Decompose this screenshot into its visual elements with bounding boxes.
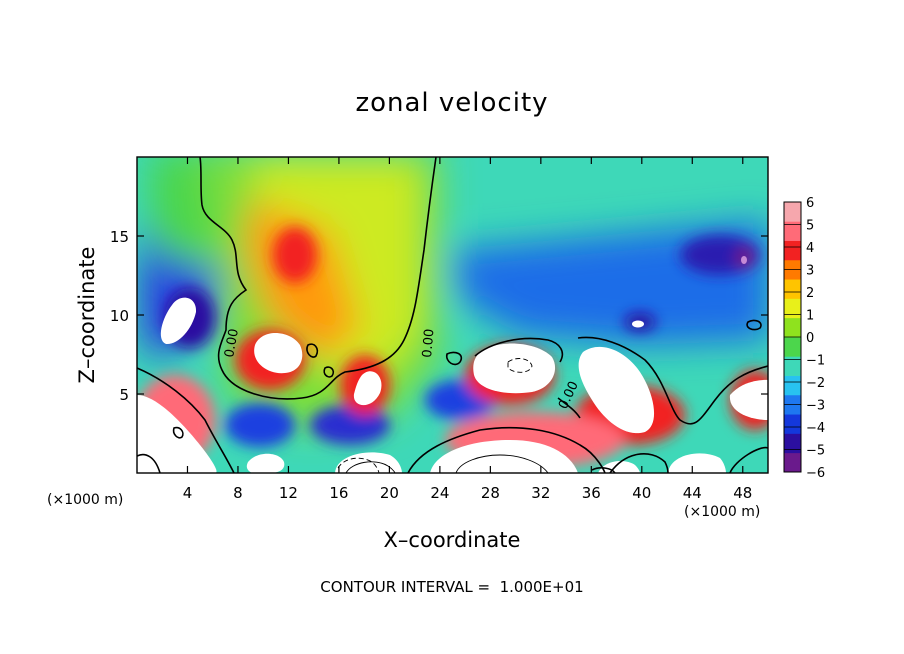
saturated-region (137, 395, 217, 473)
zero-contour (172, 426, 184, 439)
contour-label: 0.00 (222, 328, 242, 359)
saturated-region (430, 440, 578, 473)
colorbar-tick-label: 3 (806, 264, 814, 279)
saturated-region (598, 461, 640, 473)
colorbar-segment (784, 433, 801, 454)
zero-contour (474, 337, 564, 363)
zero-contour (137, 367, 235, 473)
negative-contour (337, 457, 380, 473)
zero-contour (746, 319, 762, 331)
x-tick-label: 40 (632, 484, 651, 502)
colorbar-tick-label: −4 (806, 421, 825, 436)
colorbar-tick-label: −2 (806, 376, 825, 391)
zero-contour (445, 351, 463, 366)
x-tick-label: 28 (481, 484, 500, 502)
x-axis-ticks: 4 8 12 16 20 24 28 32 36 40 44 48 (183, 157, 752, 502)
colorbar-tick-label: 1 (806, 309, 814, 324)
contours (137, 157, 768, 473)
colorbar-tick-label: 0 (806, 331, 814, 346)
colorbar-segment (784, 356, 801, 376)
colorbar-tick-label: 5 (806, 219, 814, 234)
saturated-region (335, 452, 402, 473)
x-tick-label: 16 (329, 484, 348, 502)
contour-interval-note: CONTOUR INTERVAL = 1.000E+01 (320, 578, 583, 596)
saturated-region (473, 343, 556, 394)
x-tick-label: 12 (279, 484, 298, 502)
zero-contour (609, 453, 669, 473)
saturated-region (741, 256, 747, 264)
saturated-regions (137, 256, 768, 473)
x-tick-label: 48 (733, 484, 752, 502)
zero-contour (137, 453, 161, 473)
x-tick-label: 44 (683, 484, 702, 502)
y-axis-label: Z–coordinate (75, 247, 99, 384)
zero-contour (306, 343, 319, 358)
chart-title: zonal velocity (355, 88, 548, 118)
x-tick-label: 24 (430, 484, 449, 502)
y-tick-label: 5 (119, 386, 129, 404)
zero-contour (407, 426, 606, 473)
x-axis-unit-left: (×1000 m) (47, 492, 123, 508)
colorbar-segment (784, 414, 801, 434)
colorbar-segment (784, 375, 801, 396)
colorbar-segment (784, 221, 801, 241)
colorbar-segment (784, 298, 801, 319)
y-axis-ticks: 5 10 15 (110, 228, 768, 404)
thin-contour (455, 454, 549, 473)
saturated-region (246, 453, 285, 473)
colorbar: 6 5 4 3 2 1 0 −1 −2 −3 −4 −5 −6 (783, 196, 825, 481)
field-blob (273, 227, 317, 283)
x-tick-label: 8 (233, 484, 243, 502)
colorbar-tick-label: −1 (806, 354, 825, 369)
colorbar-tick-label: 4 (806, 241, 814, 256)
negative-contour (507, 358, 533, 373)
colorbar-tick-label: 2 (806, 286, 814, 301)
zero-contour (729, 446, 768, 473)
colorbar-segment (784, 202, 801, 222)
colorbar-tick-label: −3 (806, 399, 825, 414)
saturated-region (353, 371, 382, 406)
y-tick-label: 10 (110, 307, 129, 325)
zero-contour (323, 366, 335, 378)
saturated-region (729, 379, 768, 420)
zero-contour (199, 157, 437, 400)
saturated-region (254, 332, 303, 374)
saturated-region (668, 453, 726, 473)
saturated-region (578, 346, 655, 434)
zero-contour (577, 336, 768, 425)
zero-contour (557, 397, 581, 419)
field-blob (150, 157, 215, 270)
x-axis-unit-right: (×1000 m) (684, 504, 760, 520)
x-tick-label: 20 (380, 484, 399, 502)
y-tick-label: 15 (110, 228, 129, 246)
field-blob (310, 405, 390, 445)
x-tick-label: 36 (582, 484, 601, 502)
x-tick-label: 32 (531, 484, 550, 502)
colorbar-segment (784, 240, 801, 261)
colorbar-tick-label: −6 (806, 466, 825, 481)
colorbar-segment (784, 452, 801, 473)
contour-label: 0.00 (420, 328, 437, 358)
colorbar-tick-label: −5 (806, 444, 825, 459)
plot-area: 0.00 0.00 0.00 (137, 157, 768, 473)
saturated-region (160, 297, 197, 345)
thin-contour (345, 461, 396, 473)
colorbar-segment (784, 317, 801, 338)
saturated-region (632, 320, 644, 328)
x-tick-label: 4 (183, 484, 193, 502)
colorbar-segment (784, 279, 801, 299)
zero-contour (591, 467, 616, 473)
field-blob (225, 403, 295, 447)
colorbar-tick-label: 6 (806, 196, 814, 211)
x-axis-label: X–coordinate (384, 528, 521, 552)
colorbar-segment (784, 337, 801, 357)
